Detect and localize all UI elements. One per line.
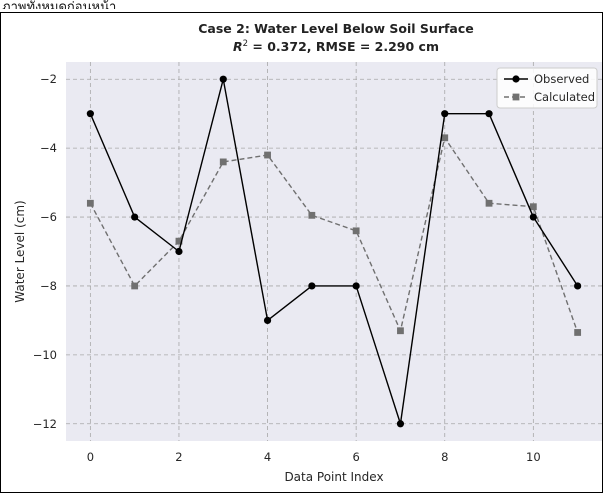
legend-observed-marker (512, 75, 520, 83)
observed-point (574, 282, 582, 290)
observed-line (89, 78, 579, 425)
calculated-point (485, 199, 493, 207)
calculated-point (529, 203, 537, 211)
chart-subtitle: R2 = 0.372, RMSE = 2.290 cm (233, 39, 439, 54)
x-tick-label: 2 (175, 450, 182, 464)
y-axis-label: Water Level (cm) (13, 200, 27, 302)
subtitle-metrics: = 0.372, RMSE = 2.290 cm (248, 39, 439, 54)
legend-box (496, 67, 598, 109)
x-axis-label: Data Point Index (284, 470, 383, 484)
x-tick-label: 4 (264, 450, 271, 464)
calculated-point (308, 211, 316, 219)
x-tick-label: 0 (87, 450, 94, 464)
page-caption: ภาพทั้งหมดก่อนหน้า (2, 0, 117, 9)
observed-point (441, 110, 449, 118)
x-tick-label: 8 (441, 450, 448, 464)
y-tick-label: −10 (33, 348, 57, 362)
observed-point (175, 247, 183, 256)
observed-point (529, 213, 537, 221)
y-tick-label: −2 (40, 72, 57, 86)
tick-labels: 0 2 4 6 8 10 −12 −10 −8 −6 −4 −2 (33, 72, 541, 464)
figure-frame (0, 12, 603, 493)
y-tick-label: −4 (40, 141, 57, 155)
chart-title: Case 2: Water Level Below Soil Surface (198, 21, 474, 36)
legend-calculated-marker (512, 93, 520, 101)
series-layer (86, 75, 582, 428)
calculated-point (264, 151, 271, 159)
legend-observed-label: Observed (534, 72, 589, 86)
observed-point (219, 75, 227, 83)
calculated-point (86, 199, 94, 207)
calculated-point (574, 329, 582, 336)
y-tick-label: −8 (40, 279, 57, 293)
x-tick-label: 6 (352, 450, 359, 464)
observed-point (308, 282, 316, 290)
calculated-point (175, 237, 183, 245)
calculated-point (441, 134, 449, 142)
observed-point (352, 282, 360, 290)
observed-point (396, 420, 405, 428)
observed-point (485, 110, 493, 118)
observed-point (263, 316, 272, 325)
legend: Observed Calculated (496, 67, 598, 109)
subtitle-r: R (233, 39, 243, 54)
calculated-line (89, 137, 579, 333)
y-tick-label: −12 (33, 417, 57, 431)
observed-point (86, 110, 94, 118)
calculated-point (397, 327, 404, 335)
subtitle-superscript: 2 (243, 39, 248, 49)
y-tick-label: −6 (40, 210, 57, 224)
calculated-point (219, 158, 227, 166)
calculated-point (352, 227, 360, 235)
calculated-point (131, 282, 139, 290)
plot-area (66, 62, 602, 441)
legend-calculated-label: Calculated (534, 90, 595, 104)
x-tick-label: 10 (526, 450, 541, 464)
observed-point (131, 213, 139, 221)
